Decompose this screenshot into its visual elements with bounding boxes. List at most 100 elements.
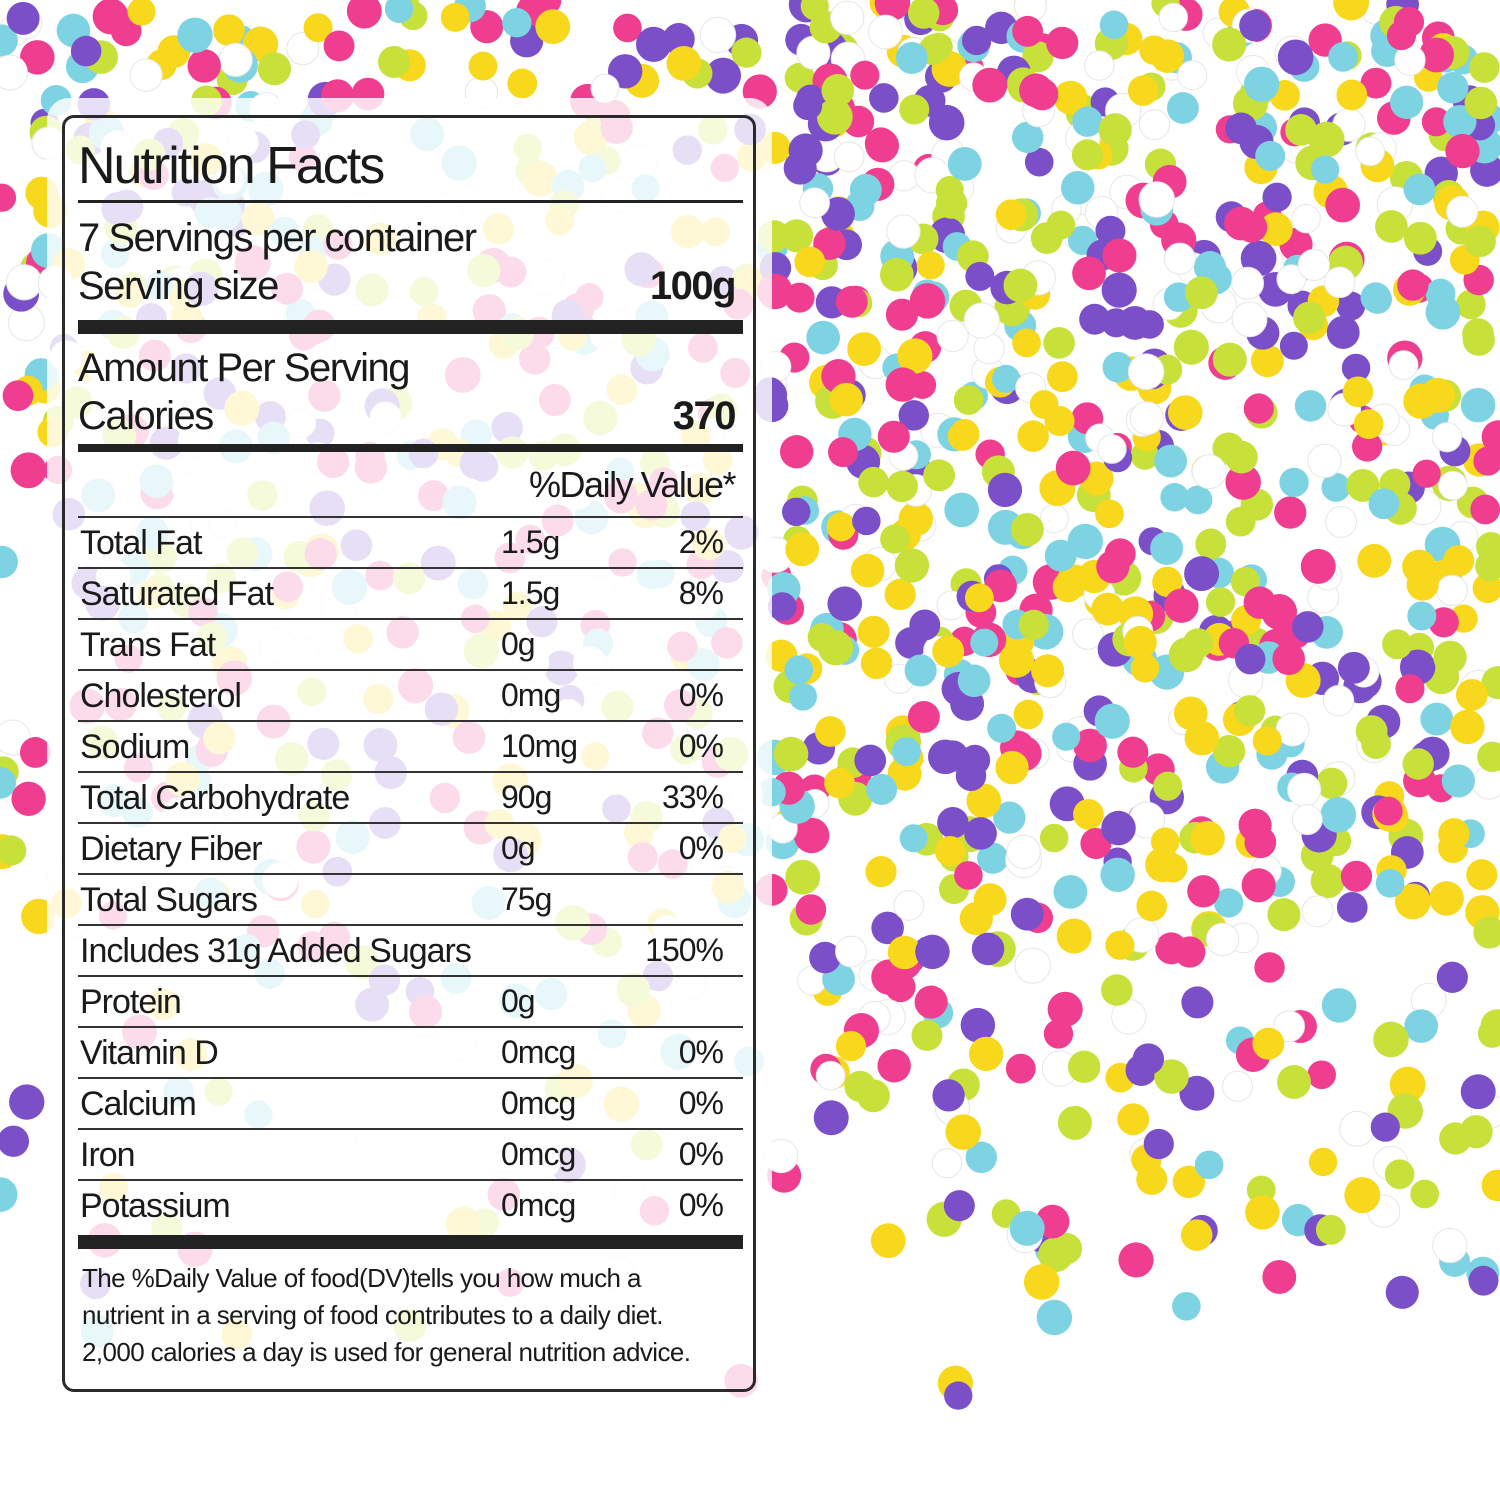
sprinkle bbox=[909, 283, 946, 319]
sprinkle bbox=[1127, 353, 1165, 390]
sprinkle bbox=[1130, 653, 1160, 683]
sprinkle bbox=[1127, 75, 1159, 106]
sprinkle bbox=[972, 67, 1008, 103]
sprinkle bbox=[286, 32, 320, 66]
nutrient-row: Total Fat 1.5g 2% bbox=[78, 516, 743, 567]
sprinkle bbox=[440, 2, 470, 32]
sprinkle bbox=[788, 133, 823, 168]
nutrient-name: Vitamin D bbox=[80, 1034, 219, 1072]
sprinkle bbox=[788, 682, 818, 711]
sprinkle bbox=[773, 736, 809, 772]
nutrient-amount: 0mcg bbox=[501, 1136, 576, 1172]
sprinkle bbox=[821, 74, 855, 107]
sprinkle bbox=[1160, 482, 1189, 512]
sprinkle bbox=[1138, 181, 1176, 218]
sprinkle bbox=[1395, 674, 1425, 704]
sprinkle bbox=[1010, 512, 1044, 547]
sprinkle bbox=[1403, 383, 1439, 419]
sprinkle bbox=[1101, 974, 1133, 1006]
sprinkle bbox=[1194, 1150, 1224, 1180]
sprinkle bbox=[1095, 499, 1124, 529]
sprinkle bbox=[1450, 709, 1485, 745]
sprinkle bbox=[1123, 625, 1157, 659]
nutrient-row: Sodium 10mg 0% bbox=[78, 720, 743, 771]
sprinkle bbox=[1262, 1260, 1297, 1294]
sprinkle bbox=[1046, 26, 1079, 60]
sprinkle bbox=[1325, 506, 1358, 538]
sprinkle bbox=[1187, 875, 1220, 908]
sprinkle bbox=[1389, 85, 1424, 119]
thick-divider bbox=[78, 1235, 743, 1249]
sprinkle bbox=[1373, 796, 1403, 826]
sprinkle bbox=[1006, 834, 1041, 870]
nutrient-name: Iron bbox=[80, 1136, 136, 1174]
sprinkle bbox=[818, 630, 854, 666]
sprinkle bbox=[904, 654, 937, 687]
sprinkle bbox=[1167, 92, 1199, 124]
sprinkle bbox=[1310, 863, 1345, 899]
sprinkle bbox=[1221, 1070, 1253, 1102]
sprinkle bbox=[1155, 932, 1188, 965]
sprinkle bbox=[1067, 1050, 1101, 1083]
sprinkle bbox=[1420, 702, 1454, 736]
sprinkle bbox=[1375, 869, 1405, 898]
sprinkle bbox=[1039, 823, 1069, 853]
sprinkle bbox=[1279, 331, 1308, 360]
sprinkle bbox=[1355, 715, 1388, 748]
sprinkle bbox=[1432, 1227, 1468, 1264]
sprinkle bbox=[893, 889, 925, 921]
sprinkle bbox=[850, 553, 885, 588]
footnote-line: 2,000 calories a day is used for general… bbox=[82, 1337, 691, 1367]
sprinkle bbox=[1258, 212, 1293, 247]
nutrient-amount: 1.5g bbox=[501, 524, 560, 560]
sprinkle bbox=[784, 655, 814, 685]
sprinkle bbox=[1023, 1264, 1060, 1300]
sprinkle bbox=[894, 548, 930, 583]
sprinkle bbox=[911, 1019, 943, 1051]
sprinkle bbox=[1443, 104, 1477, 139]
nutrient-amount: 0mg bbox=[501, 677, 561, 713]
nutrient-row: Saturated Fat 1.5g 8% bbox=[78, 567, 743, 618]
sprinkle bbox=[965, 261, 995, 291]
nutrient-daily-value: 0% bbox=[678, 677, 724, 713]
sprinkle bbox=[323, 30, 355, 62]
nutrient-amount: 10mg bbox=[501, 728, 578, 764]
sprinkle bbox=[1225, 464, 1261, 500]
sprinkle bbox=[1339, 1110, 1376, 1147]
sprinkle bbox=[257, 52, 292, 86]
nutrient-amount: 1.5g bbox=[501, 575, 560, 611]
sprinkle bbox=[705, 57, 742, 94]
sprinkle bbox=[1441, 764, 1475, 798]
sprinkle bbox=[1017, 420, 1049, 452]
sprinkle bbox=[794, 246, 826, 278]
sprinkle bbox=[1154, 1059, 1189, 1094]
sprinkle bbox=[899, 94, 930, 125]
sprinkle bbox=[1150, 531, 1184, 565]
sprinkle bbox=[1337, 651, 1370, 684]
sprinkle bbox=[1084, 50, 1115, 81]
nutrition-panel: Nutrition Facts 7 Servings per container… bbox=[47, 98, 772, 1408]
sprinkle bbox=[928, 739, 963, 775]
amount-per-serving: Amount Per Serving bbox=[78, 346, 410, 390]
sprinkle bbox=[11, 781, 46, 816]
sprinkle bbox=[1355, 136, 1385, 167]
sprinkle bbox=[1397, 269, 1429, 301]
sprinkle bbox=[895, 41, 928, 75]
sprinkle bbox=[1184, 276, 1218, 310]
sprinkle bbox=[916, 251, 945, 280]
sprinkle bbox=[1470, 494, 1500, 525]
sprinkle bbox=[1055, 450, 1091, 486]
sprinkle bbox=[1150, 827, 1180, 856]
sprinkle bbox=[1091, 592, 1125, 626]
sprinkle bbox=[1212, 342, 1247, 377]
sprinkle bbox=[1245, 1195, 1280, 1230]
sprinkle bbox=[1403, 221, 1437, 255]
sprinkle bbox=[0, 1177, 18, 1212]
sprinkle bbox=[1388, 350, 1419, 381]
sprinkle bbox=[1438, 470, 1468, 501]
nutrient-daily-value: 2% bbox=[678, 524, 724, 560]
sprinkle bbox=[535, 9, 571, 45]
sprinkle bbox=[1315, 767, 1348, 800]
sprinkle bbox=[898, 400, 929, 431]
sprinkle bbox=[378, 45, 411, 78]
